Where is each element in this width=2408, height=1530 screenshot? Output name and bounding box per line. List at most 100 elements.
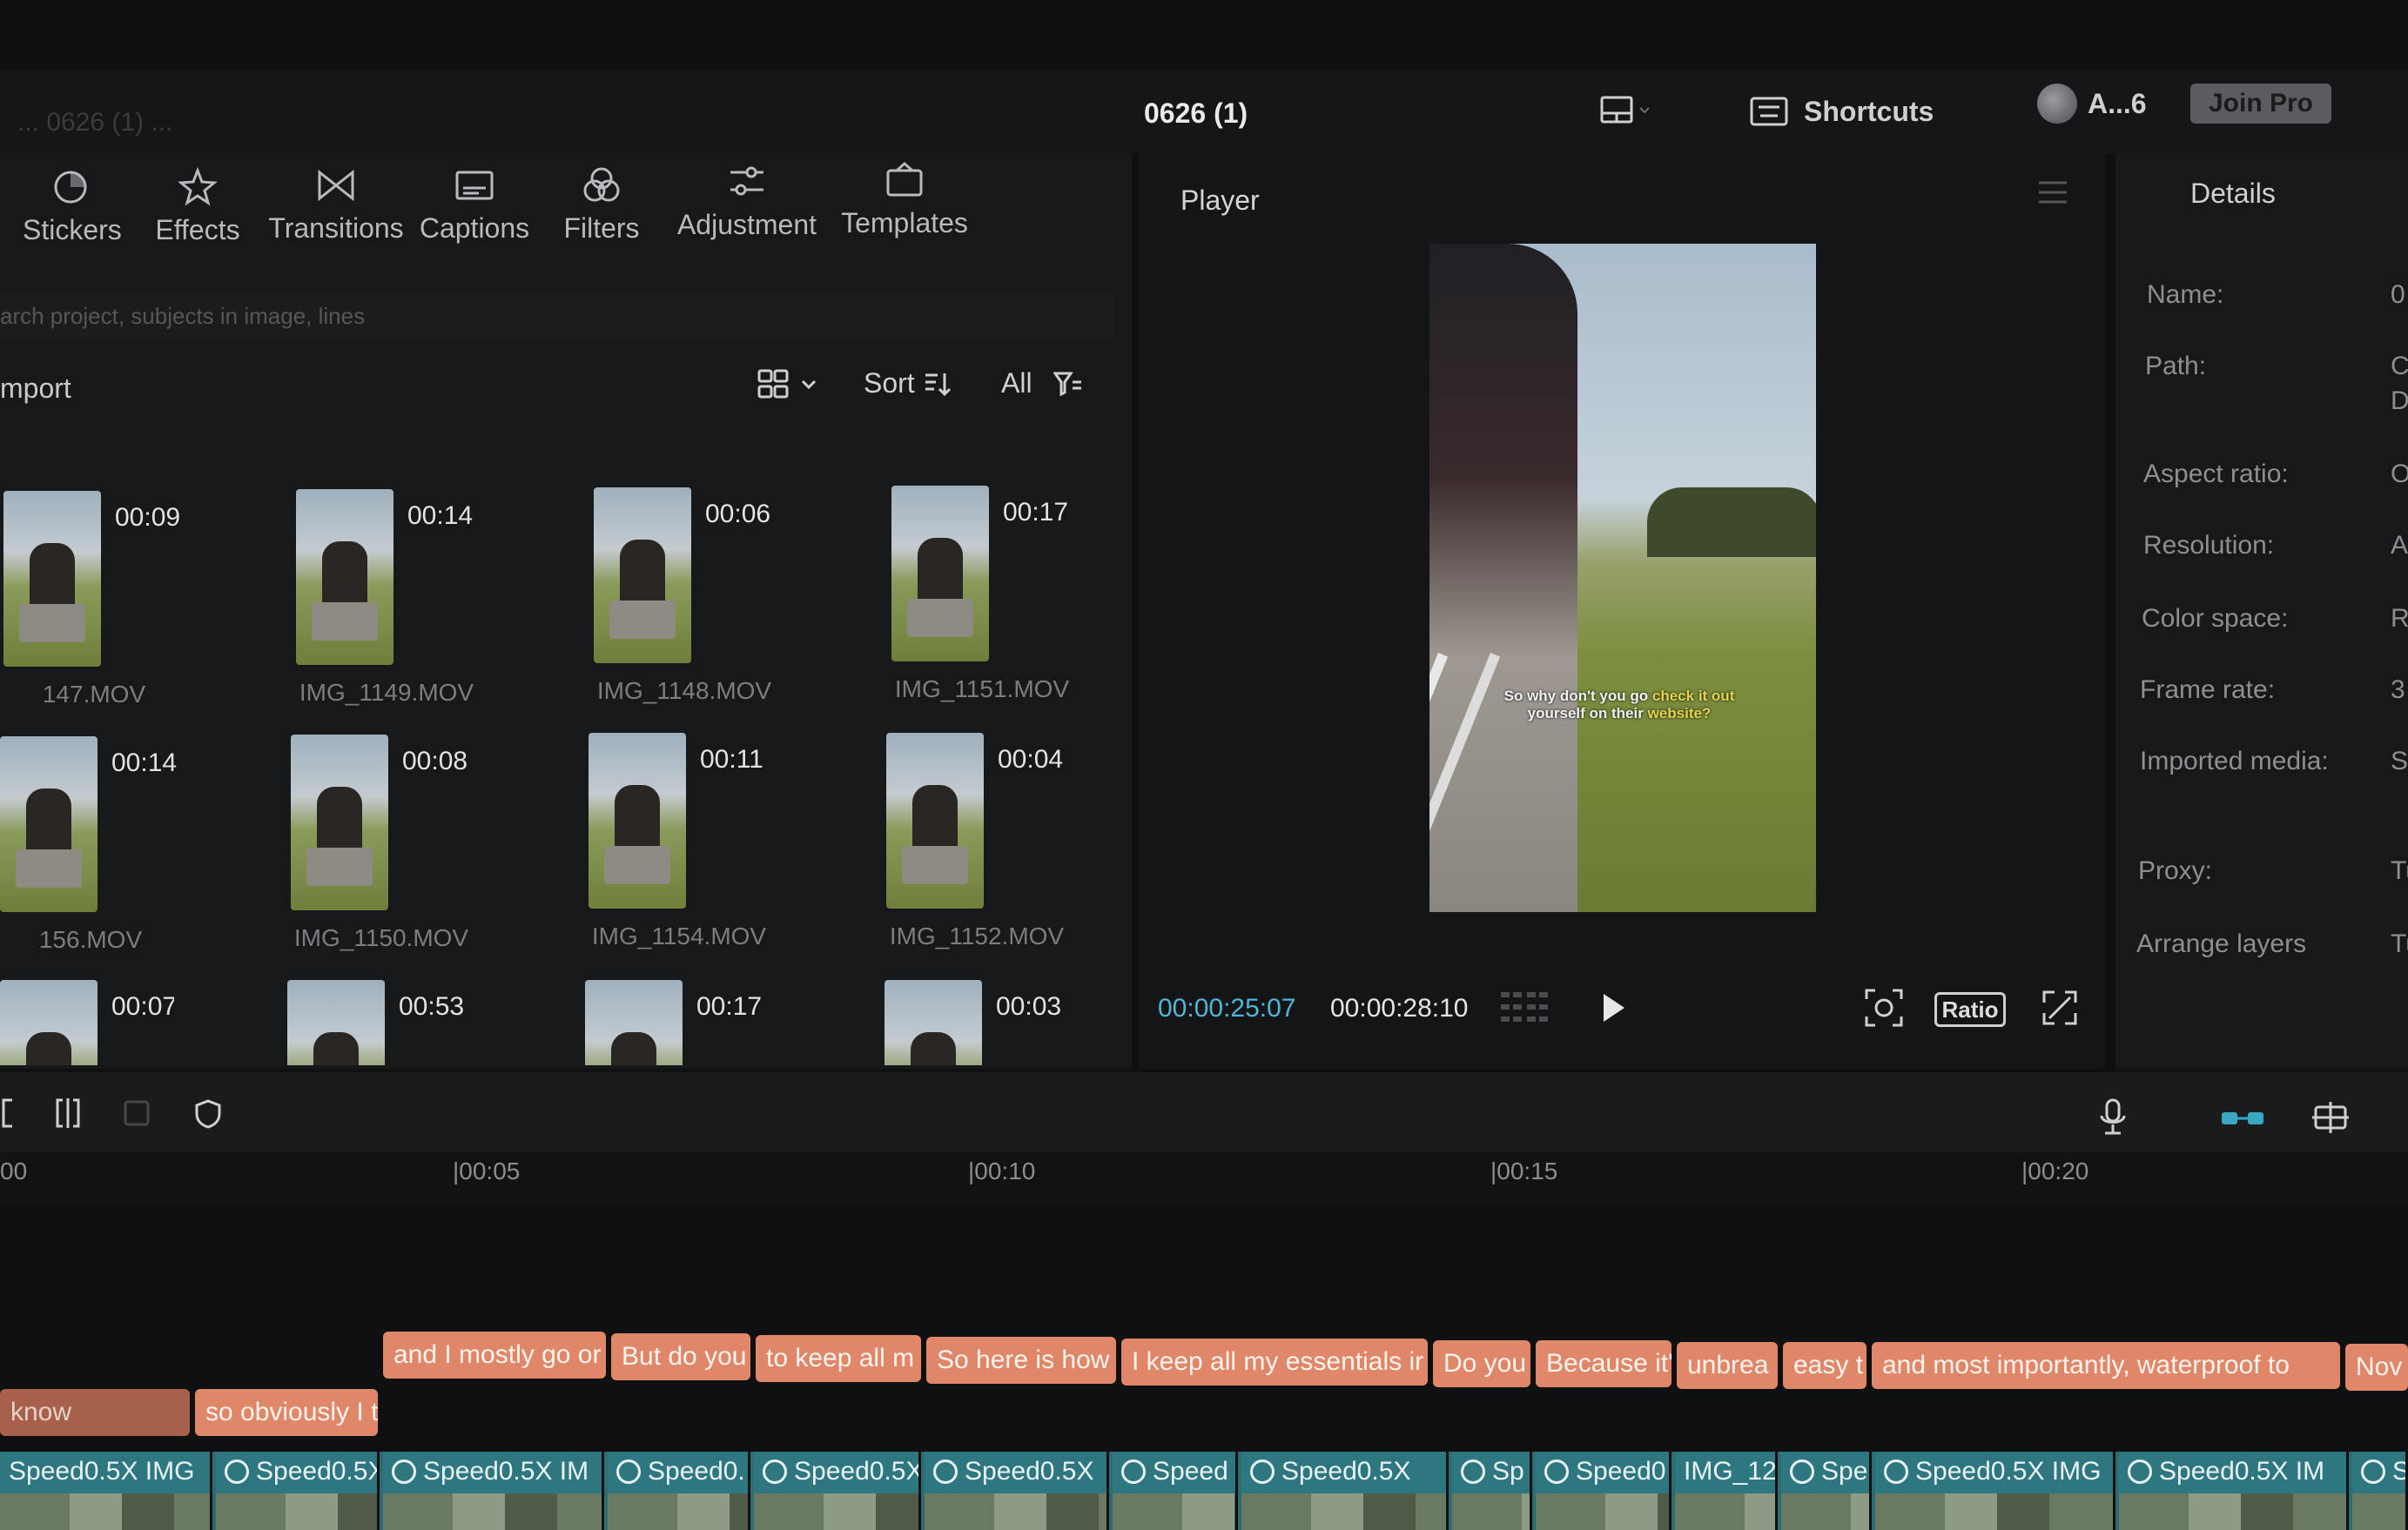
media-filename: 147.MOV [42,681,146,708]
bracket-icon[interactable] [0,1097,16,1130]
shield-icon[interactable] [193,1098,223,1130]
media-thumbnail [594,487,691,663]
tab-templates[interactable]: Templates [839,160,970,239]
templates-icon [886,161,923,197]
account-label: A...6 [2088,87,2147,119]
speed-icon [1461,1460,1485,1484]
speed-icon [616,1460,641,1484]
video-clip[interactable]: Speed0.5X IM [2119,1452,2349,1530]
speed-icon [1790,1460,1814,1484]
account-menu[interactable]: A...6 [2037,84,2147,124]
speed-icon [1544,1460,1569,1484]
total-timecode: 00:00:28:10 [1330,994,1469,1023]
split-icon[interactable] [54,1097,82,1130]
layout-icon[interactable] [1598,94,1651,129]
media-thumbnail [589,733,686,909]
caption-clip[interactable]: to keep all m [756,1335,921,1382]
play-icon[interactable] [1600,992,1626,1023]
join-pro-button[interactable]: Join Pro [2190,84,2331,124]
media-filename: IMG_1150.MOV [293,924,469,951]
search-placeholder: arch project, subjects in image, lines [0,303,366,329]
menu-icon[interactable] [2037,179,2068,205]
ghost-title: ... 0626 (1) ... [17,108,173,137]
tab-effects[interactable]: Effects [150,167,246,246]
video-clip[interactable]: Sp [1452,1452,1532,1530]
detail-label: Color space: [2142,604,2289,633]
media-item[interactable]: 00:03 [885,980,1076,1065]
filters-icon [583,167,620,202]
video-clip[interactable]: IMG_12 [1675,1452,1778,1530]
video-clip[interactable]: Speed [1113,1452,1238,1530]
shortcuts-button[interactable]: Shortcuts [1750,89,1934,134]
caption-clip[interactable]: So here is how [926,1337,1116,1384]
tab-adjustment[interactable]: Adjustment [670,162,824,241]
clip-label: Speed0.5X IM [423,1457,589,1486]
import-button[interactable]: mport [0,372,71,404]
caption-clip[interactable]: easy t [1783,1342,1867,1389]
tab-captions[interactable]: Captions [418,165,531,245]
speed-icon [225,1460,249,1484]
timeline-ruler[interactable] [0,1152,2408,1205]
screenshot-icon[interactable] [1863,987,1905,1029]
video-clip[interactable]: Speed0.5X IMG [1875,1452,2115,1530]
caption-clip[interactable]: unbrea [1677,1342,1778,1389]
detail-value: C [2391,352,2408,380]
caption-clip[interactable]: But do you [611,1333,750,1380]
project-title[interactable]: 0626 (1) [1144,97,1248,129]
media-thumbnail [287,980,385,1065]
media-thumbnail [886,733,984,909]
video-clip[interactable]: Speed0.5X [216,1452,380,1530]
caption-clip[interactable]: Nov [2345,1344,2408,1391]
search-input[interactable]: arch project, subjects in image, lines [0,292,1114,341]
sort-icon [925,372,951,396]
transitions-icon [318,169,354,202]
microphone-icon[interactable] [2098,1098,2128,1137]
caption-clip[interactable]: I keep all my essentials ir [1121,1339,1428,1386]
grid-view-icon[interactable] [754,364,832,406]
video-clip[interactable]: S [2352,1452,2408,1530]
tab-filters[interactable]: Filters [554,165,649,245]
clip-label: Speed0.5X [794,1457,921,1486]
media-thumbnail [0,736,98,912]
video-clip[interactable]: Speed0 [1536,1452,1671,1530]
tab-stickers[interactable]: Stickers [23,167,122,246]
video-preview[interactable]: So why don't you go check it out yoursel… [1429,244,1816,912]
caption-clip[interactable]: and I mostly go or [383,1332,606,1379]
snap-icon[interactable] [2310,1100,2351,1135]
media-item[interactable]: 00:53 [287,980,479,1065]
delete-icon[interactable] [122,1098,151,1128]
caption-clip[interactable]: so obviously I t [195,1389,378,1436]
ruler-tick: 00 [0,1158,28,1184]
tab-label: Effects [155,214,240,245]
detail-label: Path: [2145,352,2207,380]
video-clip[interactable]: Spe [1781,1452,1872,1530]
caption-clip[interactable]: and most importantly, waterproof to [1872,1342,2340,1389]
caption-clip[interactable]: know [0,1389,190,1436]
video-clip[interactable]: Speed0.5X [925,1452,1109,1530]
video-clip[interactable]: Speed0.5X [1241,1452,1449,1530]
ratio-button[interactable]: Ratio [1934,992,2006,1027]
caption-clip[interactable]: Because it' [1536,1340,1671,1387]
person [1429,244,1577,912]
caption-clip[interactable]: Do you [1433,1340,1530,1387]
media-duration: 00:04 [998,745,1064,774]
link-clips-icon[interactable] [2220,1107,2265,1130]
video-clip[interactable]: Speed0.5X [754,1452,921,1530]
detail-value: D [2391,386,2408,415]
video-clip[interactable]: Speed0. [608,1452,750,1530]
clip-label: S [2392,1457,2405,1486]
caption-text: So why don't you go [1503,688,1649,704]
fullscreen-icon[interactable] [2041,989,2079,1027]
timeline-grid-icon[interactable] [1499,989,1550,1027]
video-clip[interactable]: Speed0.5X IM [383,1452,604,1530]
video-clip[interactable]: Speed0.5X IMG [0,1452,212,1530]
tab-transitions[interactable]: Transitions [266,165,406,245]
sort-button[interactable]: Sort [864,367,952,399]
detail-label: Frame rate: [2140,675,2276,704]
speed-icon [933,1460,958,1484]
media-item[interactable]: 00:17 [585,980,777,1065]
media-item[interactable]: 00:07 [0,980,174,1065]
media-duration: 00:17 [696,992,763,1021]
media-duration: 00:17 [1003,498,1069,527]
filter-button[interactable]: All [1001,367,1083,399]
